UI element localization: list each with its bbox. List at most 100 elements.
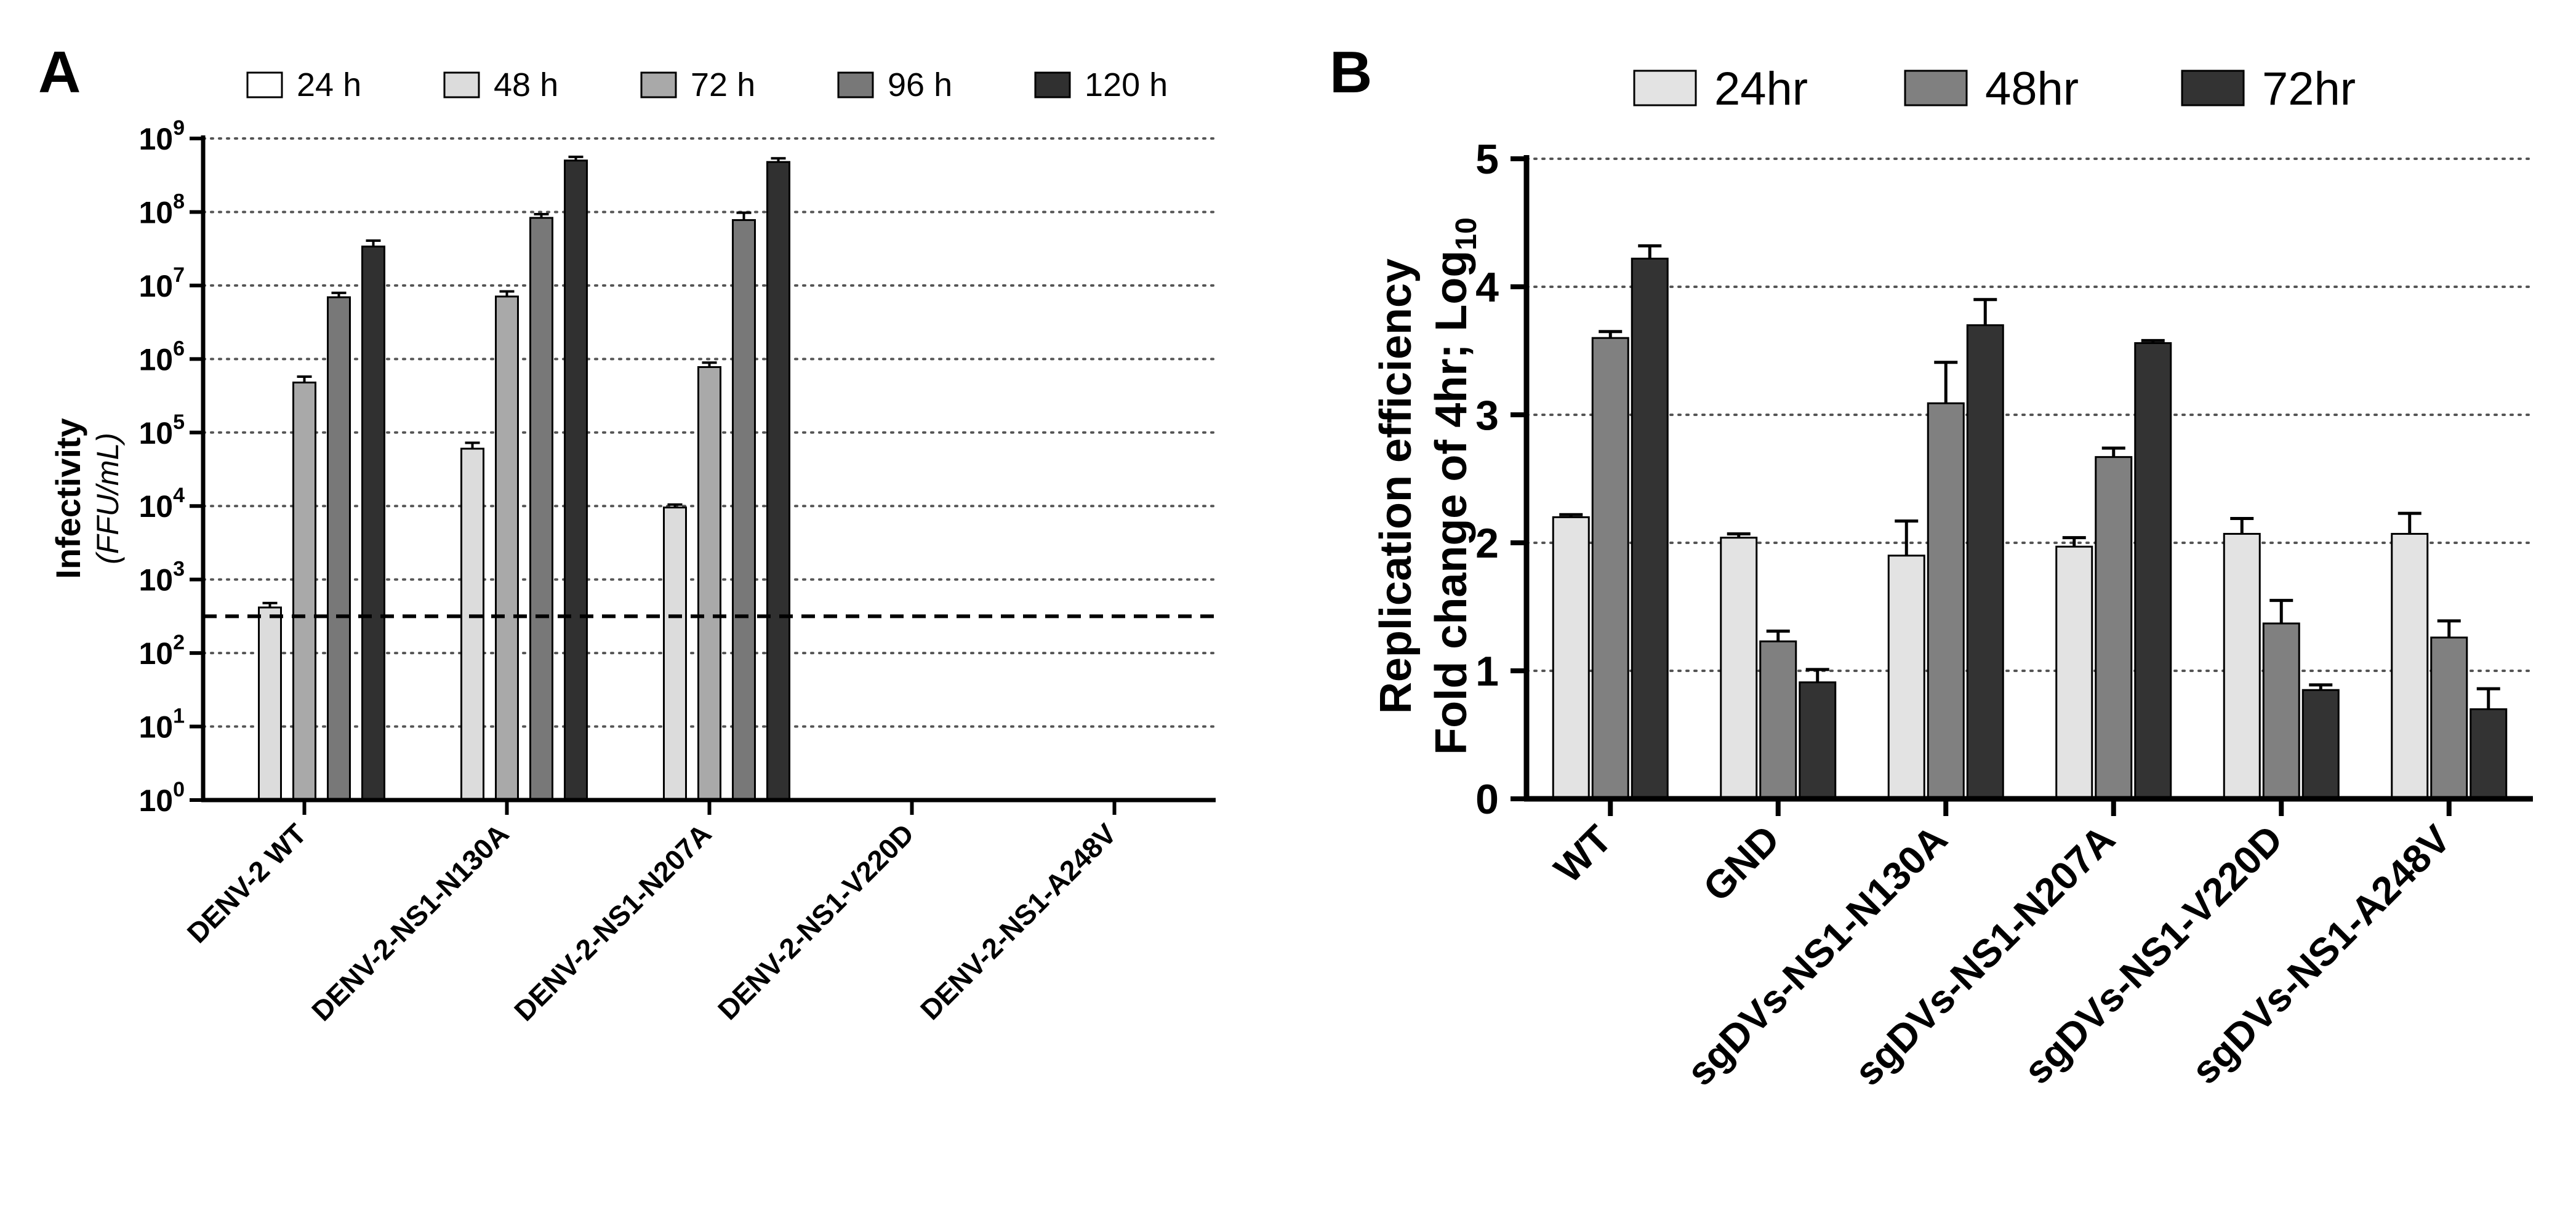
panel-b-x-tick-label: GND — [1695, 817, 1788, 910]
panel-a-y-tick-exponent: 7 — [173, 263, 185, 287]
panel-a-legend-label: 96 h — [888, 66, 952, 103]
panel-a-bar — [529, 217, 553, 801]
panel-b-y-axis-label-subscript: 10 — [1450, 217, 1483, 250]
panel-a-legend-label: 72 h — [691, 66, 755, 103]
panel-a-y-tick-base: 10 — [138, 636, 173, 671]
panel-a-bar — [766, 161, 790, 801]
panel-b-bar — [1799, 681, 1837, 800]
panel-a-y-tick-base: 10 — [138, 122, 173, 156]
panel-a-y-tick-label: 100 — [138, 778, 185, 818]
panel-a-y-tick-exponent: 4 — [173, 484, 185, 507]
panel-a-y-tick-label: 101 — [138, 705, 185, 745]
panel-a-y-axis-label: Infectivity — [49, 418, 87, 578]
panel-a-y-tick-exponent: 5 — [173, 410, 185, 434]
panel-a-y-tick-exponent: 1 — [173, 705, 185, 728]
panel-b-y-tick-label: 2 — [1475, 520, 1499, 567]
panel-b-bar — [2301, 689, 2340, 800]
panel-a-bar — [258, 606, 282, 801]
panel-b-bar — [1927, 402, 1965, 800]
panel-a-bar — [460, 447, 484, 801]
panel-a-x-tick-label: DENV-2-NS1-N130A — [305, 817, 515, 1027]
panel-label-b: B — [1330, 39, 1372, 105]
panel-b-bar — [2095, 456, 2133, 800]
panel-b-y-tick-label: 1 — [1475, 648, 1499, 695]
panel-a-axes — [190, 135, 1216, 815]
panel-a-bars — [258, 155, 790, 801]
panel-a-x-tick-label: DENV-2 WT — [181, 817, 313, 949]
panel-b-y-axis-label-main: Fold change of 4hr; Log — [1427, 250, 1476, 755]
panel-a-x-tick-label: DENV-2-NS1-N207A — [508, 817, 717, 1027]
panel-a-y-tick-base: 10 — [138, 195, 173, 230]
panel-a-bar — [361, 246, 385, 801]
panel-b-y-axis-label-line1: Replication efficiency — [1371, 258, 1421, 714]
panel-a-y-tick-exponent: 9 — [173, 116, 185, 140]
panel-a-legend-label: 24 h — [297, 66, 361, 103]
panel-label-a: A — [38, 39, 81, 105]
panel-b-x-tick-labels: WT GNDsgDVs-NS1-N130AsgDVs-NS1-N207AsgDVs… — [1546, 817, 2459, 1094]
panel-a-legend-label: 120 h — [1085, 66, 1168, 103]
panel-a-y-tick-base: 10 — [138, 269, 173, 303]
panel-b-bar — [1759, 640, 1797, 800]
panel-a-y-tick-exponent: 0 — [173, 778, 185, 801]
panel-a-legend-swatch — [246, 71, 283, 98]
panel-a-x-tick-labels: DENV-2 WTDENV-2-NS1-N130ADENV-2-NS1-N207… — [181, 817, 1123, 1027]
panel-b-y-axis-label-line2: Fold change of 4hr; Log10 — [1427, 217, 1483, 755]
panel-a-bar — [663, 506, 687, 801]
panel-b-x-tick-label: WT — [1546, 817, 1620, 891]
panel-b-bar — [2391, 532, 2429, 800]
panel-b-bar — [2262, 622, 2300, 800]
panel-a-y-tick-label: 104 — [138, 484, 185, 524]
panel-b-y-ticks: 0 1 2 3 4 5 — [1475, 136, 1499, 823]
panel-a-legend-swatch — [640, 71, 677, 98]
panel-a-y-tick-base: 10 — [138, 563, 173, 598]
panel-a-y-tick-label: 109 — [138, 116, 185, 156]
panel-b-bar — [1591, 337, 1629, 800]
panel-a-y-axis-units: (FFU/mL) — [90, 433, 125, 564]
panel-b-bar — [1631, 257, 1669, 800]
panel-a-legend: 24 h 48 h 72 h 96 h 120 h — [246, 66, 1168, 103]
panel-a-bar — [292, 382, 316, 801]
panel-a-x-tick-label: DENV-2-NS1-V220D — [712, 817, 920, 1026]
panel-a-bar — [495, 295, 519, 801]
panel-a-y-tick-base: 10 — [138, 489, 173, 524]
panel-b-y-tick-label: 4 — [1475, 264, 1499, 311]
panel-b-axes — [1511, 155, 2533, 816]
panel-b-bar — [1720, 537, 1758, 800]
panel-b-bar — [1966, 324, 2004, 800]
panel-b-bar — [1552, 516, 1590, 800]
panel-b-bar — [2223, 532, 2261, 800]
panel-a-legend-swatch — [443, 71, 480, 98]
panel-b-bar — [1887, 554, 1925, 800]
panel-a-y-tick-exponent: 2 — [173, 631, 185, 654]
panel-b-bar — [2134, 342, 2172, 800]
panel-a-legend-label: 48 h — [494, 66, 558, 103]
panel-a-y-tick-label: 105 — [138, 410, 185, 450]
panel-b-legend-label: 72hr — [2262, 63, 2356, 115]
panel-b-y-tick-label: 5 — [1475, 136, 1499, 183]
panel-b-bar — [2470, 708, 2508, 800]
panel-b-legend-swatch — [2181, 70, 2245, 106]
panel-a-y-tick-base: 10 — [138, 416, 173, 450]
panel-a-x-tick-label: DENV-2-NS1-A248V — [914, 817, 1123, 1026]
panel-a-y-tick-base: 10 — [138, 783, 173, 818]
panel-a-bar — [564, 159, 588, 801]
panel-a-y-tick-label: 102 — [138, 631, 185, 671]
panel-b-bar — [2055, 545, 2093, 800]
panel-a-y-tick-label: 107 — [138, 263, 185, 303]
panel-a-y-tick-label: 106 — [138, 337, 185, 377]
panel-b-y-tick-label: 0 — [1475, 776, 1499, 823]
panel-a-bar — [732, 219, 756, 801]
panel-a-bar — [697, 366, 721, 801]
panel-b-gridlines — [1525, 158, 2534, 672]
panel-a-y-tick-label: 108 — [138, 190, 185, 230]
panel-a-y-tick-base: 10 — [138, 710, 173, 745]
panel-a-y-tick-exponent: 8 — [173, 190, 185, 213]
panel-b-legend-swatch — [1633, 70, 1697, 106]
panel-a-bar — [327, 296, 351, 801]
panel-a-y-tick-label: 103 — [138, 558, 185, 598]
panel-a-y-tick-exponent: 6 — [173, 337, 185, 360]
panel-a-legend-swatch — [1034, 71, 1071, 98]
